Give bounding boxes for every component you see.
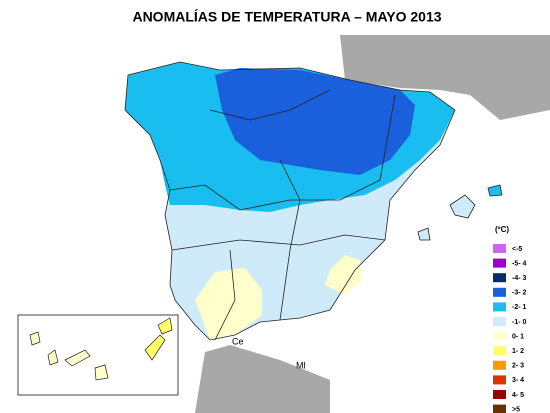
legend-label: 3- 4 [512, 377, 524, 384]
legend-label: 0- 1 [512, 333, 524, 340]
legend-label: -3- 2 [512, 290, 527, 297]
balearics [487, 184, 503, 197]
legend-label: 2- 3 [512, 363, 524, 370]
zone-yellow-sw [195, 268, 262, 340]
city-label: Ml [296, 360, 306, 370]
border [171, 234, 386, 251]
legend-label: -2- 1 [512, 304, 527, 311]
island [64, 349, 91, 367]
legend-swatch [493, 273, 506, 283]
legend-swatch [493, 302, 506, 312]
border [214, 249, 236, 341]
legend: <-5 -5- 4 -4- 3 -3- 2 -2- 1 -1- 0 0- 1 1- 2 2- 3… [493, 244, 527, 413]
legend-label: >5 [512, 406, 520, 413]
city-label: Ce [232, 336, 244, 346]
zone-blue [215, 68, 415, 175]
border [279, 159, 301, 321]
zone-yellow-se [325, 255, 362, 295]
legend-swatch [493, 346, 506, 356]
legend-label: <-5 [512, 246, 522, 253]
map-title: ANOMALÍAS DE TEMPERATURA – MAYO 2013 [132, 9, 441, 25]
legend-swatch [493, 258, 506, 268]
border [169, 94, 396, 211]
legend-label: -4- 3 [512, 275, 527, 282]
france [340, 35, 550, 120]
legend-label: 4- 5 [512, 392, 524, 399]
island [94, 364, 109, 381]
island [29, 331, 41, 346]
coastline [124, 61, 456, 341]
legend-unit: (ºC) [495, 225, 509, 234]
legend-swatch [493, 331, 506, 341]
legend-swatch [493, 360, 506, 370]
legend-label: -1- 0 [512, 319, 527, 326]
island [47, 349, 59, 366]
island [157, 317, 173, 335]
balearics [449, 194, 476, 219]
legend-label: -5- 4 [512, 260, 527, 267]
island [144, 334, 166, 361]
africa [195, 345, 330, 413]
legend-swatch [493, 375, 506, 385]
legend-label: 1- 2 [512, 348, 524, 355]
legend-swatch [493, 244, 506, 253]
legend-swatch [493, 317, 506, 326]
legend-swatch [493, 287, 506, 297]
legend-swatch [493, 404, 506, 413]
legend-swatch [493, 390, 506, 399]
border [209, 89, 331, 121]
balearics [417, 227, 431, 241]
